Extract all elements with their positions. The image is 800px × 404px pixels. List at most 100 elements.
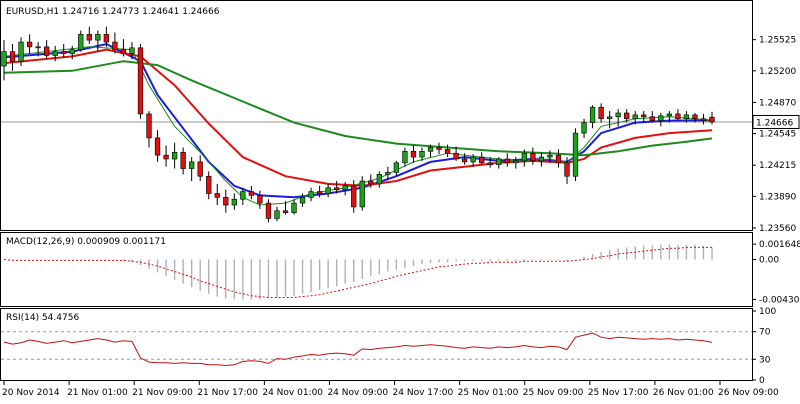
candle xyxy=(197,155,203,182)
rsi-y-tick-label: 70 xyxy=(759,328,771,338)
candle xyxy=(675,109,681,121)
rsi-panel-frame xyxy=(0,308,753,381)
current-price-label: 1.24666 xyxy=(756,118,793,128)
candle xyxy=(129,42,135,60)
candle xyxy=(351,180,357,213)
candle-body xyxy=(171,151,178,160)
candle-body xyxy=(240,191,246,200)
candle-body xyxy=(95,34,101,41)
rsi-y-tick-label: 100 xyxy=(759,307,776,317)
macd-signal-path xyxy=(3,246,712,298)
candle xyxy=(692,112,698,123)
candle xyxy=(547,150,553,163)
x-tick-label: 21 Nov 01:00 xyxy=(67,388,128,398)
candle xyxy=(112,32,118,54)
x-tick-label: 21 Nov 09:00 xyxy=(132,388,193,398)
x-tick-label: 21 Nov 17:00 xyxy=(197,388,258,398)
moving-average-overlays xyxy=(3,42,713,206)
candle-body xyxy=(530,152,536,162)
candle xyxy=(368,174,374,188)
candle xyxy=(624,109,630,123)
candle xyxy=(419,147,425,161)
candle-body xyxy=(9,51,16,62)
candle xyxy=(52,45,58,62)
candle xyxy=(44,40,50,60)
candle-body xyxy=(325,187,331,194)
candle xyxy=(700,113,707,125)
candle-body xyxy=(615,112,621,118)
candle-body xyxy=(35,46,41,49)
candle-body xyxy=(351,185,357,208)
x-tick-label: 25 Nov 01:00 xyxy=(458,388,519,398)
rsi-line xyxy=(3,332,713,367)
candle xyxy=(376,171,382,188)
candle xyxy=(402,147,408,167)
candle xyxy=(359,176,365,211)
candle-body xyxy=(504,158,510,164)
candle xyxy=(308,187,314,202)
candle-body xyxy=(137,47,144,115)
candle xyxy=(231,193,237,210)
price-y-tick-label: 1.25200 xyxy=(759,67,796,77)
candle-body xyxy=(206,175,212,194)
candle-body xyxy=(129,47,135,54)
candle-body xyxy=(692,114,698,120)
candle xyxy=(342,181,348,196)
candles xyxy=(1,26,715,223)
price-y-axis: 1.25525 1.25200 1.24870 1.24545 1.24215 1.238… xyxy=(752,36,796,234)
candle-body xyxy=(223,197,229,206)
candle-body xyxy=(86,34,92,41)
candle xyxy=(325,183,331,198)
candle-body xyxy=(675,113,681,120)
candle-body xyxy=(52,51,58,56)
current-price-box xyxy=(752,114,800,129)
candle-body xyxy=(368,180,374,185)
candle-body xyxy=(18,41,24,62)
candle-body xyxy=(214,193,220,198)
candle-body xyxy=(641,114,647,118)
candle-body xyxy=(538,156,545,162)
x-tick-label: 24 Nov 09:00 xyxy=(327,388,388,398)
overlay-ema_green xyxy=(3,60,713,157)
candle-body xyxy=(496,158,502,166)
macd-histogram xyxy=(11,244,713,300)
candle-body xyxy=(547,154,553,158)
candle-body xyxy=(479,156,485,164)
candle xyxy=(436,142,442,155)
x-tick-label: 24 Nov 01:00 xyxy=(262,388,323,398)
candle xyxy=(265,199,272,223)
candle-body xyxy=(342,185,348,190)
candle xyxy=(487,157,493,168)
candle xyxy=(214,183,220,205)
candle-body xyxy=(274,210,280,219)
candle-body xyxy=(316,191,323,194)
candle-body xyxy=(103,34,110,43)
overlay-ema_blue xyxy=(3,42,713,199)
price-panel-header: EURUSD,H1 1.24716 1.24773 1.24641 1.2466… xyxy=(6,7,220,17)
candle-body xyxy=(189,161,195,169)
candle-body xyxy=(334,187,340,190)
candle xyxy=(146,111,152,148)
candle xyxy=(35,42,41,57)
candle-body xyxy=(44,46,50,56)
candle-body xyxy=(112,41,118,51)
overlay-ema_red xyxy=(3,48,713,187)
candle xyxy=(137,43,144,119)
candle xyxy=(171,142,178,169)
candle xyxy=(103,26,110,47)
candle-body xyxy=(146,113,152,139)
candle-body xyxy=(666,113,672,117)
price-y-tick-label: 1.24870 xyxy=(759,98,796,108)
candle xyxy=(581,118,587,138)
candle-body xyxy=(265,202,272,219)
x-tick-label: 25 Nov 17:00 xyxy=(588,388,649,398)
candle-body xyxy=(257,195,263,204)
candle-body xyxy=(624,112,630,120)
candle-body xyxy=(521,152,527,162)
candle-body xyxy=(555,154,562,164)
candle xyxy=(496,157,502,169)
candle xyxy=(572,128,579,182)
candle-body xyxy=(470,156,476,163)
candle xyxy=(385,166,391,181)
